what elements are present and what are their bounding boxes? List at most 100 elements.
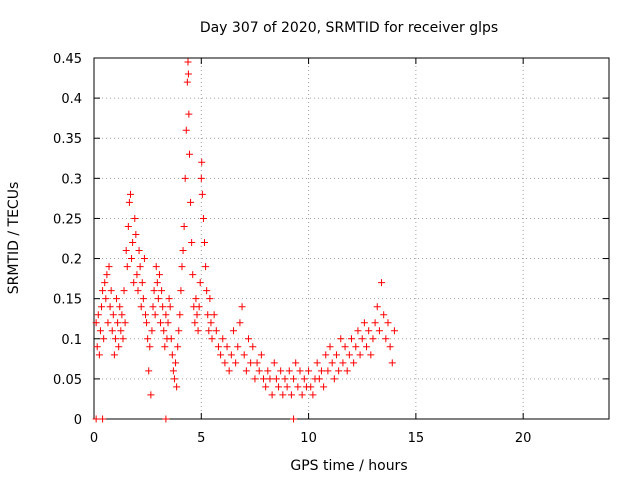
- data-point: [198, 158, 206, 166]
- data-point: [350, 359, 358, 367]
- data-point: [217, 351, 225, 359]
- data-point: [120, 287, 128, 295]
- data-point: [305, 367, 313, 375]
- data-point: [207, 319, 215, 327]
- plot-frame: [93, 57, 610, 420]
- data-point: [154, 295, 162, 303]
- data-point: [300, 375, 308, 383]
- data-point: [148, 327, 156, 335]
- data-point: [255, 367, 263, 375]
- data-point: [210, 311, 218, 319]
- data-point: [386, 343, 394, 351]
- data-point: [168, 351, 176, 359]
- data-point: [170, 375, 178, 383]
- data-point: [358, 335, 366, 343]
- y-tick-label: 0.2: [61, 253, 82, 268]
- data-point: [341, 343, 349, 351]
- data-point: [205, 327, 213, 335]
- data-point: [184, 70, 192, 78]
- data-point: [137, 303, 145, 311]
- data-point: [199, 214, 207, 222]
- data-point: [143, 319, 151, 327]
- data-point: [309, 391, 317, 399]
- data-point: [326, 343, 334, 351]
- data-point: [367, 351, 375, 359]
- data-point: [166, 303, 174, 311]
- data-point: [232, 359, 240, 367]
- data-point: [378, 279, 386, 287]
- data-point: [328, 359, 336, 367]
- data-point: [122, 247, 130, 255]
- data-point: [129, 239, 137, 247]
- data-point: [134, 287, 142, 295]
- x-tick-label: 0: [90, 431, 98, 446]
- data-point: [384, 319, 392, 327]
- y-tick-label: 0.35: [53, 132, 82, 147]
- data-point: [332, 351, 340, 359]
- chart-title: Day 307 of 2020, SRMTID for receiver glp…: [200, 20, 498, 36]
- data-point: [219, 335, 227, 343]
- data-point: [113, 295, 121, 303]
- data-point: [292, 359, 300, 367]
- data-point: [100, 335, 108, 343]
- data-point: [388, 359, 396, 367]
- y-tick-label: 0.15: [53, 293, 82, 308]
- data-point: [140, 255, 148, 263]
- data-point: [159, 303, 167, 311]
- data-point: [189, 271, 197, 279]
- data-point: [99, 415, 107, 423]
- data-point: [221, 359, 229, 367]
- data-point: [105, 263, 113, 271]
- data-point: [365, 327, 373, 335]
- data-point: [119, 335, 127, 343]
- data-point: [337, 335, 345, 343]
- data-point: [234, 343, 242, 351]
- data-point: [98, 303, 106, 311]
- data-point: [369, 335, 377, 343]
- data-point: [158, 287, 166, 295]
- data-point: [185, 110, 193, 118]
- data-point: [114, 319, 122, 327]
- data-point: [104, 319, 112, 327]
- data-point: [245, 335, 252, 343]
- data-point: [227, 351, 235, 359]
- data-point: [110, 351, 118, 359]
- data-point: [146, 343, 154, 351]
- data-point: [123, 263, 131, 271]
- data-point: [253, 359, 261, 367]
- data-point: [157, 319, 165, 327]
- data-point: [198, 190, 206, 198]
- data-point: [187, 198, 195, 206]
- data-point: [175, 327, 183, 335]
- data-point: [128, 255, 136, 263]
- x-tick-label: 5: [197, 431, 205, 446]
- data-point: [152, 263, 160, 271]
- data-point: [287, 391, 295, 399]
- data-point: [133, 271, 141, 279]
- y-tick-label: 0: [74, 413, 82, 428]
- data-point: [247, 359, 255, 367]
- data-point: [144, 335, 152, 343]
- data-point: [155, 271, 163, 279]
- data-point: [95, 351, 103, 359]
- data-point: [345, 351, 353, 359]
- data-point: [139, 295, 147, 303]
- data-point: [160, 327, 168, 335]
- data-point: [225, 367, 233, 375]
- data-point: [307, 383, 315, 391]
- data-point: [330, 375, 338, 383]
- y-tick-label: 0.3: [61, 172, 82, 187]
- data-point: [363, 343, 371, 351]
- x-tick-label: 15: [408, 431, 425, 446]
- data-point: [162, 311, 170, 319]
- data-point: [223, 343, 231, 351]
- y-tick-label: 0.45: [53, 52, 82, 67]
- data-point: [214, 343, 222, 351]
- data-point: [191, 319, 199, 327]
- data-point: [180, 222, 188, 230]
- data-point: [151, 311, 159, 319]
- data-point: [260, 375, 268, 383]
- data-point: [272, 375, 280, 383]
- data-point: [262, 383, 270, 391]
